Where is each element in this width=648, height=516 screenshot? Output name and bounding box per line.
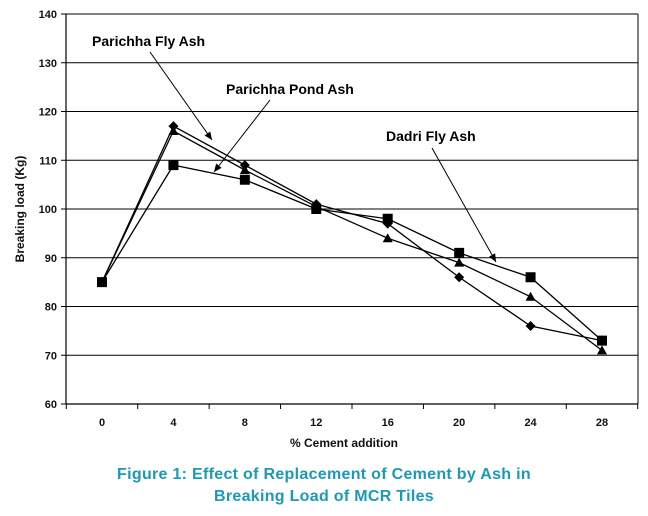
data-point-square: [97, 277, 107, 288]
annotation-arrow-head: [204, 131, 212, 140]
data-point-triangle: [597, 345, 607, 355]
axes: [61, 13, 639, 409]
data-point-diamond: [525, 321, 536, 331]
series-line-0: [101, 125, 603, 342]
data-point-triangle: [239, 165, 250, 174]
series-line-1: [101, 130, 603, 351]
y-tick-label: 110: [39, 155, 57, 167]
data-point-square: [239, 174, 250, 185]
annotation-arrow-line: [149, 51, 213, 141]
y-tick-label: 120: [39, 107, 57, 119]
y-tick-label: 70: [45, 350, 57, 362]
figure-caption-line-1: Figure 1: Effect of Replacement of Cemen…: [117, 466, 531, 483]
annotation-arrow-head: [489, 253, 496, 262]
x-axis-title: % Cement addition: [290, 436, 398, 450]
series-annotation-label: Parichha Fly Ash: [92, 33, 205, 49]
data-point-square: [525, 272, 536, 283]
gridlines: [66, 13, 638, 356]
annotation-arrow-line: [213, 99, 271, 173]
x-tick-label: 24: [524, 417, 537, 429]
series-line-2: [101, 164, 603, 342]
x-tick-label: 12: [310, 417, 322, 429]
line-chart: 60 70 80 90 100 110 120 130 140 0 4 8 12 16 20 24 28 % Ce…: [13, 9, 639, 450]
data-point-square: [454, 247, 465, 258]
y-tick-label: 100: [39, 204, 57, 216]
y-tick-label: 60: [45, 399, 57, 411]
series-annotation-label: Parichha Pond Ash: [226, 81, 354, 97]
x-tick-label: 0: [99, 417, 105, 429]
labels: 60 70 80 90 100 110 120 130 140 0 4 8 12 16 20 24 28 % Ce…: [13, 9, 608, 450]
figure-caption-line-2: Breaking Load of MCR Tiles: [214, 488, 434, 505]
x-tick-label: 28: [596, 417, 608, 429]
data-point-triangle: [168, 126, 179, 135]
annotation-arrow-line: [431, 147, 497, 263]
data-point-square: [382, 213, 393, 224]
annotation-arrows: [149, 51, 497, 263]
y-tick-label: 130: [39, 58, 57, 70]
x-tick-label: 8: [242, 417, 248, 429]
data-point-triangle: [454, 257, 465, 267]
data-point-square: [597, 335, 607, 346]
series-annotation-label: Dadri Fly Ash: [386, 128, 476, 144]
y-tick-label: 80: [45, 302, 57, 314]
y-tick-label: 140: [39, 9, 57, 21]
x-tick-label: 4: [170, 417, 177, 429]
y-axis-title: Breaking load (Kg): [13, 156, 27, 263]
data-point-square: [311, 204, 322, 214]
series-lines: [97, 121, 607, 355]
data-point-square: [168, 160, 179, 171]
y-tick-label: 90: [45, 253, 57, 265]
x-tick-label: 16: [382, 417, 394, 429]
annotation-arrow-head: [214, 163, 222, 172]
x-tick-label: 20: [453, 417, 465, 429]
data-point-diamond: [454, 272, 465, 283]
data-point-triangle: [382, 233, 393, 243]
data-point-triangle: [525, 291, 536, 301]
